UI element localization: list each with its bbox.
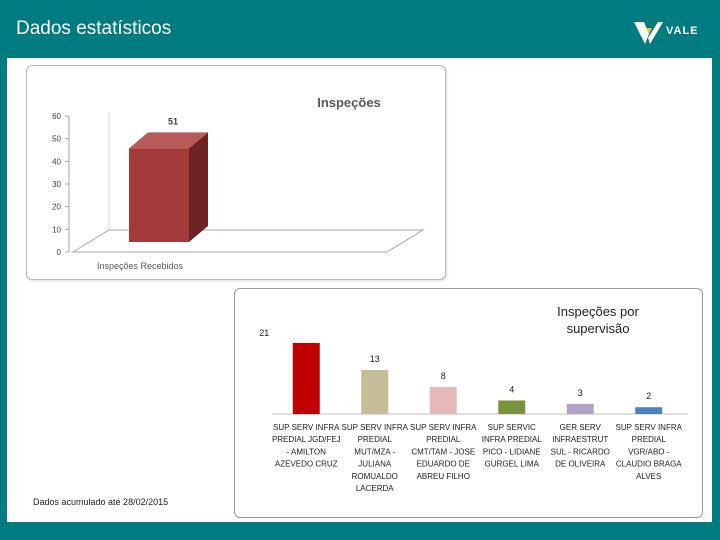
x-category-label-line: SUP SERVIC [488,423,536,432]
vale-logo: VALE [632,18,712,48]
x-category-label-line: GURGEL LIMA [485,460,540,469]
x-category-label-line: ABREU FILHO [417,472,470,481]
bar-data-label: 3 [578,388,583,398]
x-category-label-line: CLAUDIO BRAGA [616,460,682,469]
bar-data-label: 4 [509,384,514,394]
chart-title-line: supervisão [567,321,630,336]
x-category-label-line: MUT/MZA - [354,447,395,456]
inspecoes-chart: 0 10 20 30 40 50 60 Inspeções 51 Inspeções Recebi… [26,65,446,280]
x-category-label-line: DE OLIVEIRA [555,460,606,469]
y-tick-label: 50 [52,135,61,144]
page-title: Dados estatísticos [16,18,172,39]
bar-2 [361,370,389,414]
x-category-label-line: SUP SERV INFRA [410,423,477,432]
y-tick-label: 30 [52,180,61,189]
bar-data-label: 21 [259,328,269,338]
bar-data-label: 13 [370,354,380,364]
x-category-label-line: INFRA PREDIAL [482,435,543,444]
y-tick-label: 40 [52,157,61,166]
chart-title: Inspeções [317,95,381,110]
logo-text: VALE [666,25,699,37]
x-category-label-line: PREDIAL JGD/FEJ [272,435,341,444]
vale-v-logo-icon [634,22,663,44]
bar-data-label: 8 [441,371,446,381]
bar-side [189,132,208,242]
x-category-label-line: LACERDA [356,484,394,493]
x-category-label-line: EDUARDO DE [417,460,470,469]
bar-6 [635,407,663,414]
y-tick-label: 20 [52,203,61,212]
x-category-label-line: AZEVEDO CRUZ [275,460,338,469]
chart-floor [71,229,425,253]
bar-4 [498,400,526,414]
x-category-label-line: SUP SERV INFRA [616,423,683,432]
x-category-label-line: INFRAESTRUT [552,435,608,444]
x-category-label-line: ROMUALDO [352,472,398,481]
y-tick-label: 0 [57,248,62,257]
x-category-label-line: PREDIAL [358,435,393,444]
bar-1 [292,343,320,414]
x-category-label-line: PREDIAL [426,435,461,444]
slide-content: 0 10 20 30 40 50 60 Inspeções 51 Inspeções Recebi… [7,58,712,522]
chart-title-line: Inspeções por [557,304,639,319]
inspecoes-chart-svg: 0 10 20 30 40 50 60 Inspeções 51 Inspeções Recebi… [52,95,425,271]
inspecoes-por-supervisao-chart: Inspeções por supervisão 21 SUP SERV INFRA P… [234,288,703,518]
x-category-label-line: SUP SERV INFRA [273,423,340,432]
x-category-label-line: PICO - LIDIANE [483,447,541,456]
x-category-label-line: VGR/ABO - [628,447,670,456]
x-category-label-line: ALVES [636,472,661,481]
bar-data-label: 51 [168,116,178,126]
x-category-label-line: SUP SERV INFRA [342,423,409,432]
x-category-label-line: JULIANA [358,460,392,469]
y-tick-label: 60 [52,112,61,121]
bar-5 [566,403,594,414]
x-category-label-line: PREDIAL [632,435,667,444]
x-category-label-line: CMT/TAM - JOSE [411,447,475,456]
x-category-label-line: GER SERV [560,423,602,432]
bar-top [129,132,208,149]
x-category-label-line: SUL - RICARDO [551,447,610,456]
bar-3 [429,386,457,414]
x-category-label-line: - AMILTON [287,447,326,456]
bar-data-label: 2 [646,391,651,401]
footnote: Dados acumulado até 28/02/2015 [33,497,169,507]
x-category-label: Inspeções Recebidos [97,261,184,271]
y-tick-label: 10 [52,225,61,234]
bar-inspecoes-recebidos [129,148,189,242]
